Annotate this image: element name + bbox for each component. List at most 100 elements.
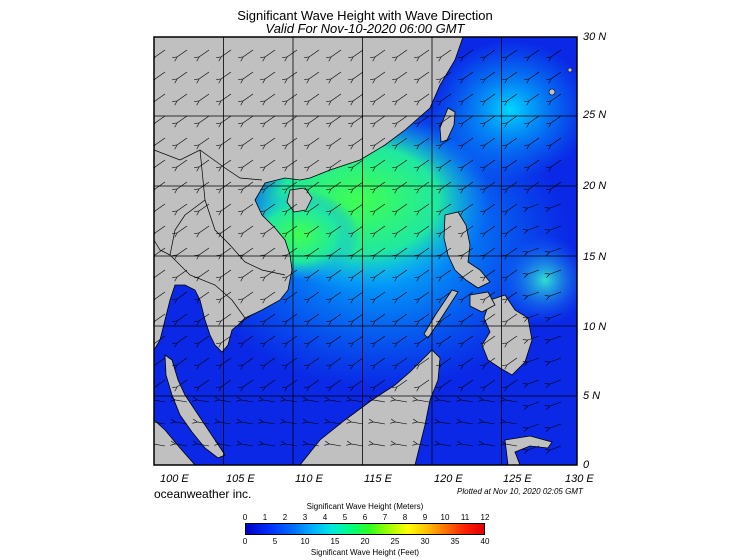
wave-arrow — [326, 93, 342, 106]
wave-arrow — [480, 225, 496, 238]
wave-arrow — [326, 49, 342, 62]
wave-arrow — [544, 247, 562, 256]
credit-text: oceanweather inc. — [154, 487, 252, 501]
wave-arrow — [260, 357, 276, 370]
wave-arrow — [172, 225, 188, 238]
wave-arrow — [414, 291, 430, 304]
wave-arrow — [238, 379, 254, 392]
wave-arrow — [544, 445, 562, 454]
wave-arrow — [544, 225, 562, 234]
wave-arrow — [216, 115, 232, 128]
wave-arrow — [458, 159, 474, 172]
land-visayas — [469, 291, 496, 313]
wave-arrow — [414, 203, 430, 216]
lon-label: 120 E — [434, 473, 463, 485]
wave-arrow — [172, 137, 188, 150]
wave-arrow — [302, 396, 320, 403]
wave-arrow — [194, 335, 210, 348]
wave-arrow — [172, 269, 188, 282]
wave-arrow — [216, 93, 232, 106]
wave-arrow — [326, 115, 342, 128]
wave-arrow — [260, 379, 276, 392]
wave-arrow — [216, 181, 232, 194]
colorbar-meter-tick: 2 — [282, 513, 288, 522]
wave-arrow — [436, 49, 452, 62]
colorbar-feet-title: Significant Wave Height (Feet) — [310, 548, 420, 557]
wave-arrow — [282, 115, 298, 128]
wave-arrow — [436, 313, 452, 326]
wave-arrow — [194, 49, 210, 62]
wave-arrow — [370, 379, 386, 392]
wave-arrow — [436, 181, 452, 194]
wave-arrow — [194, 71, 210, 84]
lon-label: 125 E — [503, 473, 532, 485]
wave-arrow — [436, 159, 452, 172]
wave-arrow — [458, 335, 474, 348]
colorbar-meters-title: Significant Wave Height (Meters) — [306, 502, 424, 511]
sea-northeast-swell — [430, 40, 577, 180]
colorbar-meter-tick: 7 — [382, 513, 388, 522]
wave-arrow — [304, 203, 320, 216]
wave-arrow — [304, 357, 320, 370]
map-title: Significant Wave Height with Wave Direct… — [237, 8, 493, 23]
wave-arrow — [392, 49, 408, 62]
wave-arrow — [546, 115, 562, 128]
wave-arrow — [194, 115, 210, 128]
wave-arrow — [502, 93, 518, 106]
wave-arrow — [370, 313, 386, 326]
wave-arrow — [216, 49, 232, 62]
wave-arrow — [154, 421, 166, 425]
wave-arrow — [458, 225, 474, 238]
wave-arrow — [392, 137, 408, 150]
wave-arrow — [392, 357, 408, 370]
wave-arrow — [414, 71, 430, 84]
wave-arrow — [304, 49, 320, 62]
wave-arrow — [304, 291, 320, 304]
wave-arrow — [524, 159, 540, 172]
wave-arrow — [456, 396, 474, 403]
wave-arrow — [172, 357, 188, 370]
wave-arrow — [522, 401, 540, 410]
wave-arrow — [414, 49, 430, 62]
wave-arrow — [214, 418, 232, 425]
wave-arrow — [238, 49, 254, 62]
wave-arrow — [348, 225, 364, 238]
wave-arrow — [172, 313, 188, 326]
wave-arrow — [436, 225, 452, 238]
wave-arrow — [282, 357, 298, 370]
wave-arrow — [260, 269, 276, 282]
wave-arrow — [238, 71, 254, 84]
wave-arrow — [502, 335, 518, 348]
wave-arrow — [458, 291, 474, 304]
wave-arrow — [216, 291, 232, 304]
wave-arrow — [414, 115, 430, 128]
wave-arrow — [326, 159, 342, 172]
wave-arrow — [544, 423, 562, 432]
colorbar-meter-tick: 12 — [480, 513, 490, 522]
colorbar — [245, 523, 485, 535]
wave-arrow — [172, 159, 188, 172]
wave-arrow — [282, 137, 298, 150]
wave-arrow — [238, 291, 254, 304]
wave-arrow — [238, 269, 254, 282]
wave-arrow — [282, 379, 298, 392]
wave-arrow — [170, 440, 188, 447]
wave-arrow — [392, 93, 408, 106]
wave-arrow — [434, 396, 452, 403]
wave-arrow — [436, 291, 452, 304]
wave-arrow — [214, 440, 232, 447]
wave-arrow — [414, 335, 430, 348]
wave-arrow — [436, 357, 452, 370]
wave-arrow — [282, 225, 298, 238]
land-taiwan — [439, 107, 456, 143]
wave-arrow — [480, 269, 496, 282]
lat-label: 30 N — [583, 31, 607, 43]
colorbar-meter-tick: 5 — [342, 513, 348, 522]
wave-arrow — [412, 418, 430, 425]
wave-arrow — [478, 440, 496, 447]
lon-label: 115 E — [364, 473, 392, 485]
wave-arrow — [216, 137, 232, 150]
wave-arrow — [458, 137, 474, 150]
wave-arrow — [524, 49, 540, 62]
wave-arrow — [348, 137, 364, 150]
